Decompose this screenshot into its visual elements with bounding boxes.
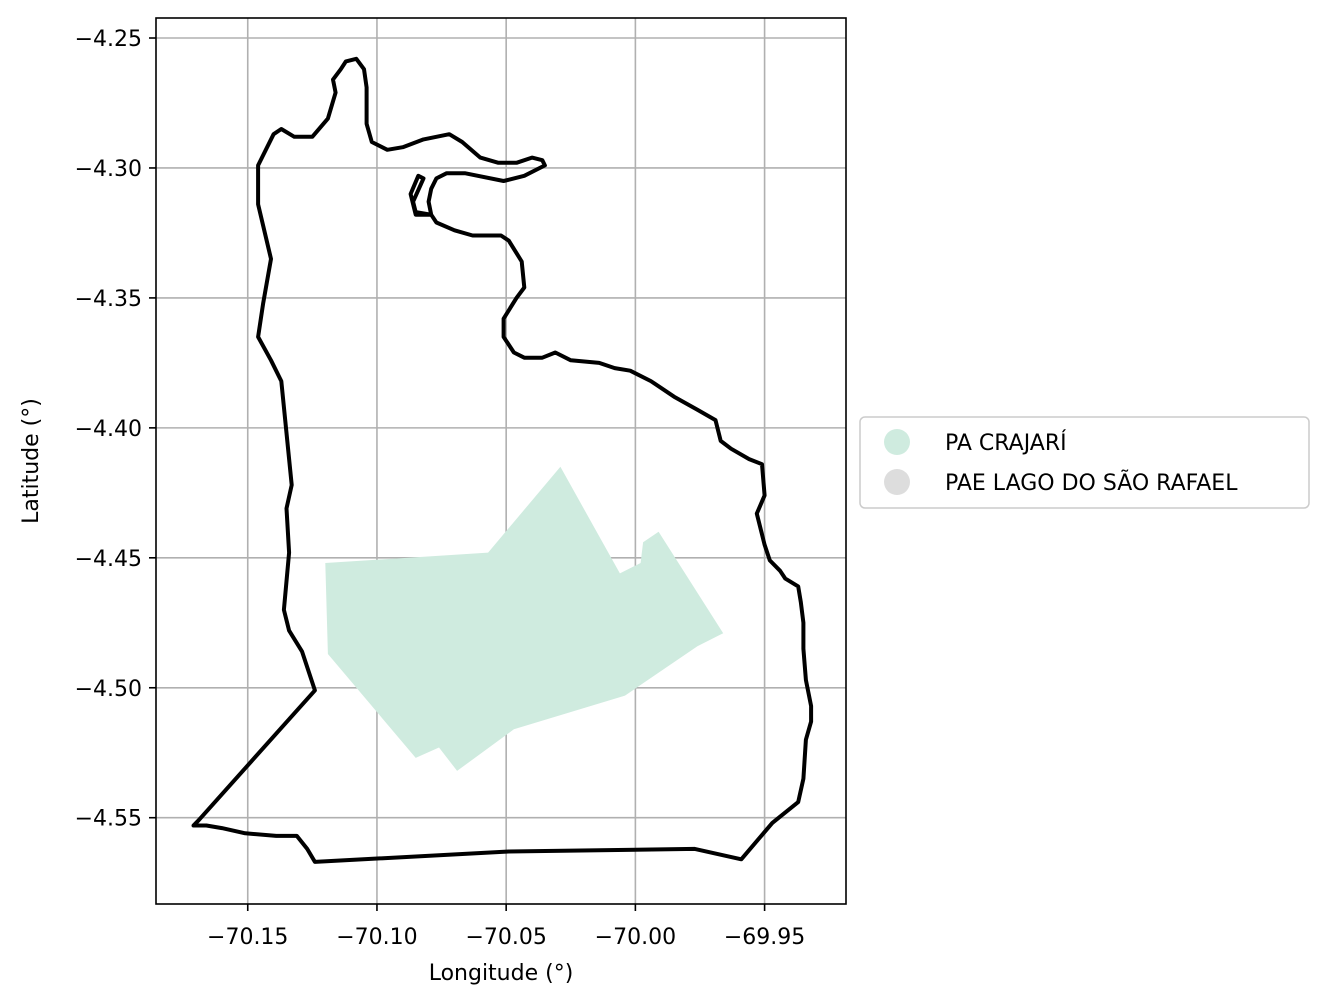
legend: PA CRAJARÍ PAE LAGO DO SÃO RAFAEL <box>860 417 1309 508</box>
legend-label-pa-crajari: PA CRAJARÍ <box>945 430 1067 456</box>
x-tick-label: −70.10 <box>336 925 417 950</box>
x-tick-label: −69.95 <box>724 925 805 950</box>
y-tick-label: −4.50 <box>75 677 142 702</box>
y-tick-label: −4.40 <box>75 417 142 442</box>
x-tick-label: −70.00 <box>595 925 676 950</box>
y-axis-label: Latitude (°) <box>19 398 44 524</box>
y-tick-label: −4.25 <box>75 27 142 52</box>
y-tick-label: −4.55 <box>75 807 142 832</box>
x-tick-label: −70.15 <box>207 925 288 950</box>
legend-marker-pa-crajari <box>884 429 910 455</box>
plot-area <box>156 18 846 904</box>
y-axis-ticks: −4.25 −4.30 −4.35 −4.40 −4.45 −4.50 −4.55 <box>75 27 156 832</box>
x-axis-ticks: −70.15 −70.10 −70.05 −70.00 −69.95 <box>207 904 805 950</box>
x-axis-label: Longitude (°) <box>429 961 574 986</box>
plot-background <box>156 18 846 904</box>
x-tick-label: −70.05 <box>465 925 546 950</box>
y-tick-label: −4.30 <box>75 157 142 182</box>
legend-label-pae-lago-do-sao-rafael: PAE LAGO DO SÃO RAFAEL <box>945 469 1238 496</box>
y-tick-label: −4.45 <box>75 547 142 572</box>
y-tick-label: −4.35 <box>75 287 142 312</box>
legend-marker-pae-lago-do-sao-rafael <box>884 469 910 495</box>
